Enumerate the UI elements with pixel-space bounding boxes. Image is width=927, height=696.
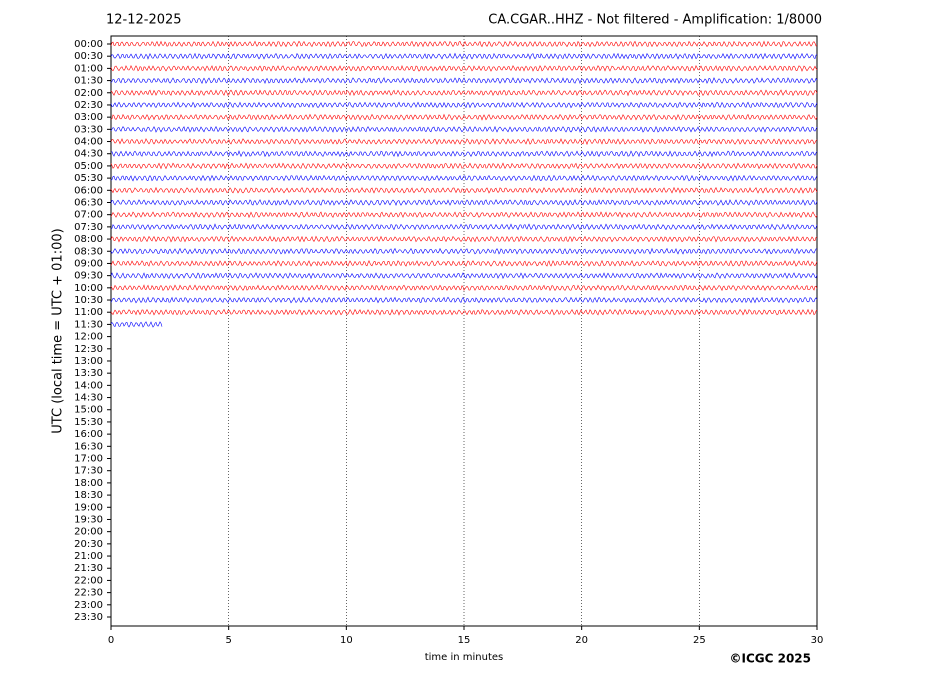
y-tick-label: 11:00 <box>74 307 103 318</box>
credit: ©ICGC 2025 <box>729 652 811 666</box>
y-tick-label: 17:00 <box>74 454 103 465</box>
y-tick-label: 21:30 <box>74 563 103 574</box>
y-tick-label: 03:30 <box>74 124 103 135</box>
x-tick-label: 25 <box>693 635 706 646</box>
x-tick-label: 0 <box>108 635 114 646</box>
y-tick-label: 11:30 <box>74 319 103 330</box>
y-tick-label: 02:00 <box>74 88 103 99</box>
y-tick-label: 00:00 <box>74 39 103 50</box>
trace <box>110 211 818 219</box>
y-tick-label: 09:00 <box>74 258 103 269</box>
trace <box>110 113 818 121</box>
y-tick-label: 19:30 <box>74 514 103 525</box>
trace <box>110 296 818 304</box>
trace <box>110 308 818 316</box>
y-tick-label: 10:00 <box>74 283 103 294</box>
trace <box>110 101 818 109</box>
trace <box>110 125 818 133</box>
y-tick-label: 23:00 <box>74 600 103 611</box>
y-tick-label: 23:30 <box>74 612 103 623</box>
trace <box>110 272 818 280</box>
x-axis-label: time in minutes <box>425 652 504 663</box>
y-tick-label: 13:30 <box>74 368 103 379</box>
y-tick-label: 10:30 <box>74 295 103 306</box>
trace <box>110 40 818 48</box>
chart-title: CA.CGAR..HHZ - Not filtered - Amplificat… <box>488 13 822 28</box>
y-tick-label: 12:00 <box>74 332 103 343</box>
y-tick-label: 14:30 <box>74 393 103 404</box>
trace <box>110 77 818 85</box>
trace <box>110 150 818 158</box>
x-tick-label: 20 <box>575 635 588 646</box>
y-tick-label: 01:30 <box>74 76 103 87</box>
y-tick-label: 04:00 <box>74 137 103 148</box>
y-tick-label: 05:30 <box>74 173 103 184</box>
trace <box>110 199 818 206</box>
y-tick-label: 13:00 <box>74 356 103 367</box>
y-tick-label: 19:00 <box>74 502 103 513</box>
trace <box>110 223 818 231</box>
x-tick-label: 15 <box>458 635 471 646</box>
y-tick-label: 08:00 <box>74 234 103 245</box>
y-tick-label: 03:00 <box>74 112 103 123</box>
y-tick-label: 18:30 <box>74 490 103 501</box>
trace <box>110 52 818 60</box>
y-tick-label: 18:00 <box>74 478 103 489</box>
x-tick-label: 10 <box>340 635 353 646</box>
y-tick-label: 01:00 <box>74 63 103 74</box>
y-tick-label: 02:30 <box>74 100 103 111</box>
trace <box>110 186 818 194</box>
y-axis-label: UTC (local time = UTC + 01:00) <box>51 228 66 433</box>
y-tick-label: 15:30 <box>74 417 103 428</box>
y-tick-label: 06:30 <box>74 197 103 208</box>
y-tick-label: 20:30 <box>74 539 103 550</box>
y-tick-label: 07:00 <box>74 210 103 221</box>
x-tick-label: 5 <box>225 635 231 646</box>
trace <box>110 235 818 243</box>
y-tick-label: 09:30 <box>74 271 103 282</box>
y-tick-label: 21:00 <box>74 551 103 562</box>
y-tick-label: 06:00 <box>74 185 103 196</box>
y-tick-label: 07:30 <box>74 222 103 233</box>
date: 12-12-2025 <box>106 13 182 28</box>
trace <box>110 260 818 267</box>
y-tick-label: 16:30 <box>74 441 103 452</box>
y-tick-label: 15:00 <box>74 405 103 416</box>
y-tick-label: 05:00 <box>74 161 103 172</box>
trace <box>110 138 818 146</box>
y-tick-label: 12:30 <box>74 344 103 355</box>
x-tick-label: 30 <box>811 635 824 646</box>
y-tick-label: 17:30 <box>74 466 103 477</box>
y-tick-label: 04:30 <box>74 149 103 160</box>
trace <box>110 247 818 255</box>
y-tick-label: 22:30 <box>74 588 103 599</box>
y-tick-label: 08:30 <box>74 246 103 257</box>
trace <box>110 162 818 170</box>
trace <box>110 284 818 292</box>
trace <box>110 321 163 328</box>
trace <box>110 174 818 182</box>
y-tick-label: 22:00 <box>74 575 103 586</box>
y-tick-label: 20:00 <box>74 527 103 538</box>
y-tick-label: 00:30 <box>74 51 103 62</box>
y-tick-label: 14:00 <box>74 380 103 391</box>
trace <box>110 89 818 97</box>
y-tick-label: 16:00 <box>74 429 103 440</box>
trace <box>110 64 818 72</box>
